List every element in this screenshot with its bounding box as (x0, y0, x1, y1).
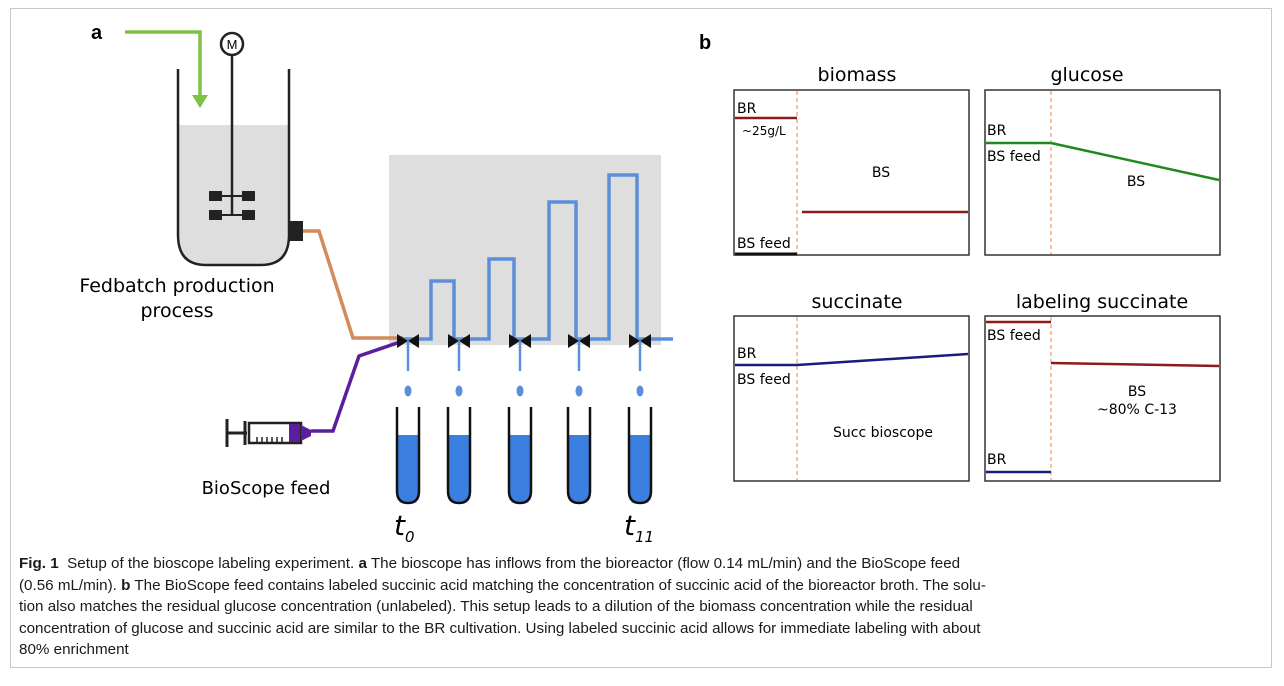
time-start-t: t (394, 509, 406, 542)
succinate-br-label: BR (737, 346, 757, 362)
motor-symbol: M (227, 37, 238, 52)
sample-tube-3 (507, 407, 533, 505)
time-start-label: t0 (394, 509, 415, 546)
glucose-plot: glucose BR BS feed BS (984, 64, 1221, 256)
caption-line-4: concentration of glucose and succinic ac… (19, 619, 981, 637)
sample-tube-5 (627, 407, 653, 505)
succinate-title: succinate (812, 291, 903, 313)
succinate-feed-label: BS feed (737, 372, 791, 388)
biomass-title: biomass (818, 64, 897, 86)
biomass-feed-label: BS feed (737, 236, 791, 252)
caption-line-2: (0.56 mL/min). b The BioScope feed conta… (19, 575, 1255, 597)
caption-title: Setup of the bioscope labeling experimen… (67, 555, 355, 572)
sampling-port-5 (629, 334, 651, 397)
bioscope-region (389, 155, 661, 345)
feed-line (311, 339, 404, 433)
bioscope-flow-line (403, 173, 673, 341)
sampling-port-2 (448, 334, 470, 397)
sampling-port-3 (509, 334, 531, 397)
caption-line-1: Fig. 1 Setup of the bioscope labeling ex… (19, 553, 1255, 575)
labeling-bs-value: ~80% C-13 (1097, 402, 1177, 418)
figure: a M Fedbatch production process (10, 8, 1272, 668)
panel-a-label: a (91, 22, 103, 44)
sample-tube-4 (566, 407, 592, 505)
syringe-icon (225, 419, 311, 447)
sampling-port-1 (397, 334, 419, 397)
labeling-feed-label: BS feed (987, 328, 1041, 344)
caption-a-marker: a (358, 555, 367, 572)
glucose-br-label: BR (987, 123, 1007, 139)
biomass-plot: biomass BR ~25g/L BS BS feed (733, 64, 970, 256)
time-start-sub: 0 (405, 528, 415, 546)
motor-icon: M (219, 31, 245, 57)
caption-line-5: 80% enrichment (19, 641, 129, 658)
labeling-title: labeling succinate (1016, 291, 1188, 313)
sampling-port-4 (568, 334, 590, 397)
labeling-br-label: BR (987, 452, 1007, 468)
sample-tube-1 (395, 407, 421, 505)
time-end-sub: 11 (635, 528, 654, 546)
caption-a-text-1: The bioscope has inflows from the biorea… (370, 555, 961, 572)
time-end-t: t (624, 509, 636, 542)
glucose-title: glucose (1050, 64, 1123, 86)
caption-b-marker: b (121, 576, 131, 594)
time-end-label: t11 (624, 509, 654, 546)
caption-line-3: tion also matches the residual glucose c… (19, 598, 973, 615)
biomass-br-value: ~25g/L (742, 124, 786, 138)
caption-fig-label: Fig. 1 (19, 555, 59, 572)
figure-caption: Fig. 1 Setup of the bioscope labeling ex… (19, 553, 1255, 661)
panel-b-label: b (699, 32, 711, 54)
reactor-outflow-line (303, 229, 403, 340)
succinate-plot: succinate BR BS feed Succ bioscope (733, 291, 970, 482)
labeling-plot: labeling succinate BS feed BS ~80% C-13 … (984, 291, 1221, 482)
labeling-bs-label: BS (1128, 384, 1146, 400)
inflow-arrow (125, 30, 208, 108)
succinate-bs-label: Succ bioscope (833, 425, 933, 441)
reactor-label-line2: process (140, 300, 213, 322)
biomass-bs-label: BS (872, 165, 890, 181)
glucose-bs-label: BS (1127, 174, 1145, 190)
feed-label: BioScope feed (202, 478, 331, 499)
caption-a-text-2: (0.56 mL/min). (19, 576, 117, 594)
caption-b-text-2: The BioScope feed contains labeled succi… (134, 576, 986, 594)
figure-graphic: a M Fedbatch production process (79, 22, 1221, 546)
bioreactor-vessel (176, 55, 303, 267)
reactor-label-line1: Fedbatch production (79, 275, 274, 297)
glucose-feed-label: BS feed (987, 149, 1041, 165)
biomass-br-label: BR (737, 101, 757, 117)
sample-tube-2 (446, 407, 472, 505)
